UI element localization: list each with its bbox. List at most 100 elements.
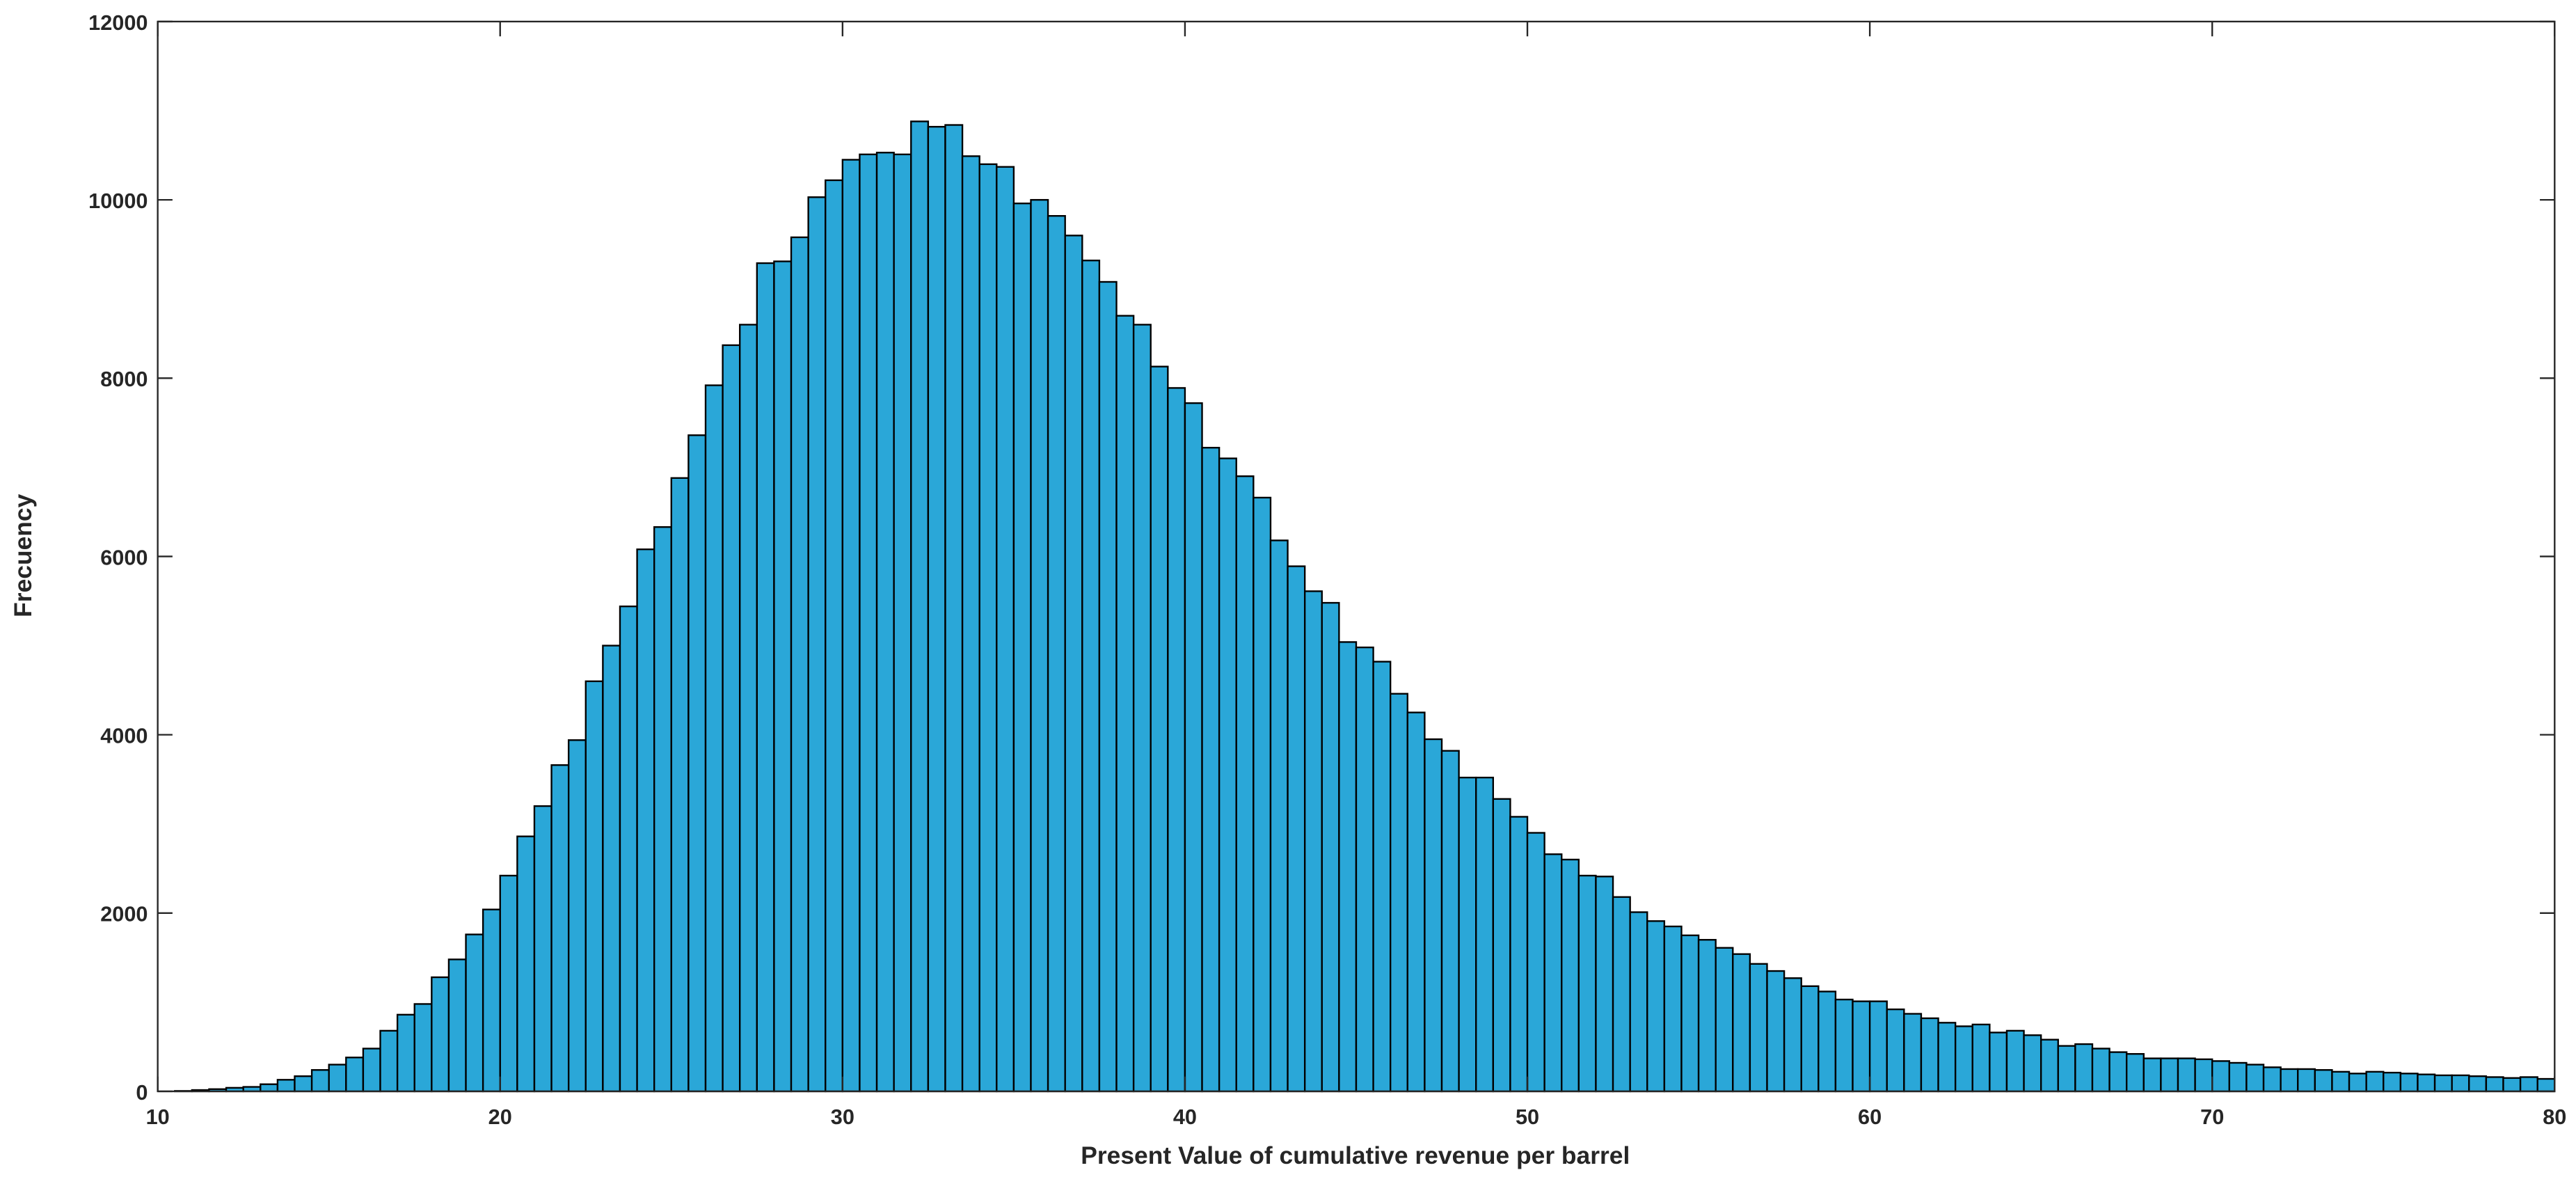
bar [2040,1038,2059,1093]
bar [2314,1069,2333,1093]
bar [1663,925,1683,1093]
bar [1390,693,1408,1093]
bar [927,125,946,1093]
bar [1577,874,1597,1093]
bar [260,1083,279,1093]
bar [1561,858,1580,1093]
bar [310,1069,330,1093]
bar [1115,315,1135,1093]
x-tick-label: 30 [831,1105,854,1129]
bar [2245,1064,2265,1093]
bar [1424,738,1443,1093]
bar [362,1048,381,1093]
bar [2211,1060,2230,1093]
bar [2262,1066,2282,1093]
bar [2348,1073,2367,1093]
bar [1612,896,1631,1093]
bar [1526,832,1545,1093]
bar [533,805,552,1093]
bar [2485,1076,2504,1093]
bar [2142,1057,2162,1093]
bar [910,120,930,1093]
x-tick-label: 20 [488,1105,512,1129]
bar [670,477,690,1093]
bar [2331,1071,2351,1093]
bar [1629,911,1648,1093]
bar [1201,447,1221,1093]
bar [756,262,775,1093]
x-tick-label: 50 [1516,1105,1539,1129]
bar [294,1075,313,1093]
bar [1852,1000,1871,1093]
x-tick-label: 70 [2200,1105,2224,1129]
y-axis-label: Frecuency [9,493,37,617]
bar [1458,776,1477,1093]
bar [585,680,604,1093]
bar [790,236,809,1093]
bar [1903,1013,1923,1093]
bar [773,260,793,1093]
bar [619,606,638,1093]
bar [1406,711,1426,1093]
bar [1800,985,1820,1093]
bar [2417,1073,2436,1093]
bar [2280,1068,2299,1093]
bar [499,874,518,1093]
bar [2519,1076,2538,1093]
bar [1287,565,1306,1093]
bar [893,153,912,1093]
bar [1064,235,1083,1093]
bar [482,908,501,1093]
bar [1492,798,1511,1093]
bar [1509,816,1529,1093]
bar [2194,1058,2213,1093]
bar [396,1013,415,1093]
y-tick-label: 2000 [100,902,148,926]
bar [996,166,1015,1093]
bar [1937,1022,1957,1093]
bar [516,835,536,1093]
bar [1886,1008,1905,1093]
bar [1132,324,1152,1093]
bar [1253,496,1272,1093]
x-tick-label: 80 [2543,1105,2566,1129]
bar [2177,1057,2196,1093]
bar [413,1003,433,1093]
bar [1030,198,1049,1093]
bar [875,152,895,1093]
bar [1971,1023,1991,1093]
bar [1475,776,1494,1093]
bar [944,124,964,1093]
bar [1440,750,1460,1093]
y-tick-label: 12000 [88,10,148,35]
bar [739,324,758,1093]
bar [1766,970,1786,1093]
bar [2502,1077,2522,1093]
bar [841,159,861,1093]
bar [2536,1077,2556,1093]
bar [1098,281,1118,1093]
bar [1989,1032,2008,1093]
bar [2365,1071,2385,1093]
x-axis-label: Present Value of cumulative revenue per … [1081,1142,1630,1169]
x-tick-label: 60 [1858,1105,1882,1129]
bar [1595,876,1614,1093]
bar [1920,1017,1939,1093]
y-tick-label: 0 [136,1080,148,1105]
bar [1184,402,1203,1093]
bar [1012,203,1032,1093]
bar [704,384,724,1093]
bar [2023,1034,2042,1093]
bar [961,155,980,1093]
bar [978,163,998,1093]
bar [345,1057,365,1093]
bar [2228,1061,2248,1093]
bar [431,976,450,1093]
bar [1868,1000,1888,1093]
bar [1783,977,1802,1093]
bar [807,196,827,1093]
bar [1081,260,1101,1093]
bar [2433,1074,2453,1093]
bar [825,179,844,1093]
bar [1167,387,1186,1093]
